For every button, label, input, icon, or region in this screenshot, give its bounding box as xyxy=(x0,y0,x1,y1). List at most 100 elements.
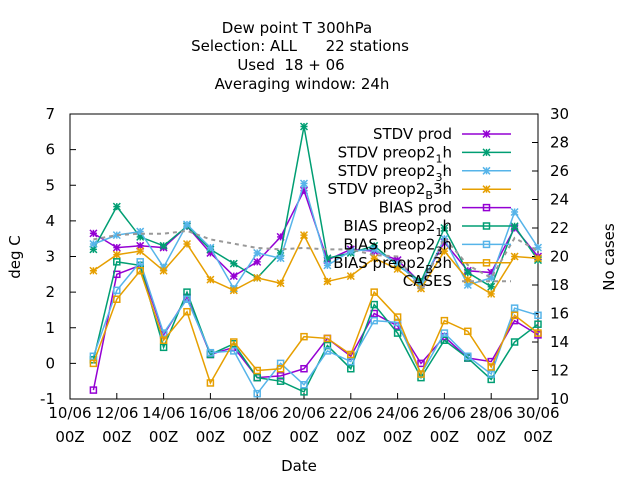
data-point xyxy=(346,272,355,281)
data-point xyxy=(464,352,472,360)
data-point xyxy=(510,304,519,312)
data-point xyxy=(534,311,542,320)
data-point xyxy=(393,313,402,321)
x-tick-label-date: 20/06 xyxy=(282,404,325,422)
y-tick-label: -1 xyxy=(40,390,55,408)
data-point xyxy=(534,320,542,328)
series-line xyxy=(93,229,539,293)
data-point xyxy=(89,240,98,249)
legend-marker xyxy=(482,185,491,194)
data-point xyxy=(393,329,402,337)
legend-suffix: 3h xyxy=(433,180,452,198)
data-point xyxy=(229,286,238,295)
series-cases xyxy=(93,229,539,293)
data-point xyxy=(253,257,262,266)
x-tick-label-hour: 00Z xyxy=(523,428,552,446)
y2-tick-label: 18 xyxy=(550,276,569,294)
x-tick-label-hour: 00Z xyxy=(289,428,318,446)
x-tick-label-date: 30/06 xyxy=(516,404,559,422)
data-point xyxy=(323,334,332,343)
data-point xyxy=(347,357,355,366)
data-point xyxy=(440,329,449,337)
data-point xyxy=(136,247,145,256)
series-line xyxy=(92,126,539,288)
data-point xyxy=(112,250,121,259)
series-line xyxy=(92,269,539,385)
data-point xyxy=(510,207,519,216)
data-point xyxy=(440,316,449,325)
x-tick-label-hour: 00Z xyxy=(55,428,84,446)
legend-text: BIAS preop2 xyxy=(343,217,435,235)
title-line-4: Averaging window: 24h xyxy=(215,75,390,93)
y2-tick-label: 24 xyxy=(550,191,569,209)
data-point xyxy=(370,241,379,250)
data-point xyxy=(463,268,472,277)
legend-suffix: 3h xyxy=(433,254,452,272)
y2-tick-label: 20 xyxy=(550,248,569,266)
axes-layer: -101234567101214161820222426283010/0600Z… xyxy=(40,105,569,446)
x-tick-label-hour: 00Z xyxy=(149,428,178,446)
legend-marker xyxy=(482,259,491,267)
data-point xyxy=(370,300,378,309)
x-tick-label-hour: 00Z xyxy=(336,428,365,446)
data-point xyxy=(510,222,519,231)
data-point xyxy=(229,259,238,268)
legend-label: BIAS prod xyxy=(379,199,452,217)
data-point xyxy=(253,389,261,398)
series-stdv-preop2-b3h xyxy=(89,231,543,298)
legend-text: BIAS preop2 xyxy=(333,254,425,272)
data-point xyxy=(253,273,262,282)
legend-item: STDV prod xyxy=(373,125,511,143)
y2-tick-label: 12 xyxy=(550,362,569,380)
data-point xyxy=(510,311,519,320)
y2-tick-label: 16 xyxy=(550,305,569,323)
data-point xyxy=(300,364,308,373)
data-point xyxy=(159,266,168,275)
data-point xyxy=(323,347,332,355)
chart-title: Dew point T 300hPa Selection: ALL 22 sta… xyxy=(191,19,409,93)
data-point xyxy=(440,223,449,233)
data-point xyxy=(440,336,449,344)
data-point xyxy=(299,231,309,240)
data-point xyxy=(300,388,308,396)
data-point xyxy=(113,258,121,266)
title-line-1: Dew point T 300hPa xyxy=(222,19,372,37)
series-bias-preop2-1h xyxy=(89,258,542,396)
data-point xyxy=(183,288,191,296)
data-point xyxy=(533,243,543,252)
data-point xyxy=(159,336,168,344)
legend-text: STDV preop2 xyxy=(328,180,426,198)
legend-item: BIAS preop23h xyxy=(343,235,511,257)
x-tick-label-hour: 00Z xyxy=(383,428,412,446)
series-line xyxy=(92,233,539,295)
data-point xyxy=(370,288,378,296)
legend-text: STDV prod xyxy=(373,125,452,143)
data-point xyxy=(323,261,332,270)
legend-subscript: 3 xyxy=(435,244,442,257)
legend-marker xyxy=(482,222,491,230)
y2-tick-label: 10 xyxy=(550,390,569,408)
data-point xyxy=(487,363,495,371)
legend-marker xyxy=(482,203,491,212)
legend-marker xyxy=(482,148,491,157)
data-point xyxy=(112,202,121,211)
legend-suffix: h xyxy=(442,162,452,180)
data-point xyxy=(183,295,191,303)
legend-item: STDV preop23h xyxy=(338,162,511,184)
y-tick-label: 7 xyxy=(45,105,55,123)
series-bias-preop2-b3h xyxy=(89,267,542,387)
y2-tick-label: 22 xyxy=(550,219,569,237)
y-tick-label: 0 xyxy=(45,354,55,372)
legend-label: STDV prod xyxy=(373,125,452,143)
x-tick-label-date: 10/06 xyxy=(48,404,91,422)
legend-text: BIAS preop2 xyxy=(343,235,435,253)
data-point xyxy=(300,381,308,389)
y2-tick-label: 14 xyxy=(550,333,569,351)
data-point xyxy=(299,122,309,131)
data-point xyxy=(464,327,472,336)
series-line xyxy=(92,260,539,396)
legend-text: BIAS prod xyxy=(379,199,452,217)
series-line xyxy=(93,180,539,290)
